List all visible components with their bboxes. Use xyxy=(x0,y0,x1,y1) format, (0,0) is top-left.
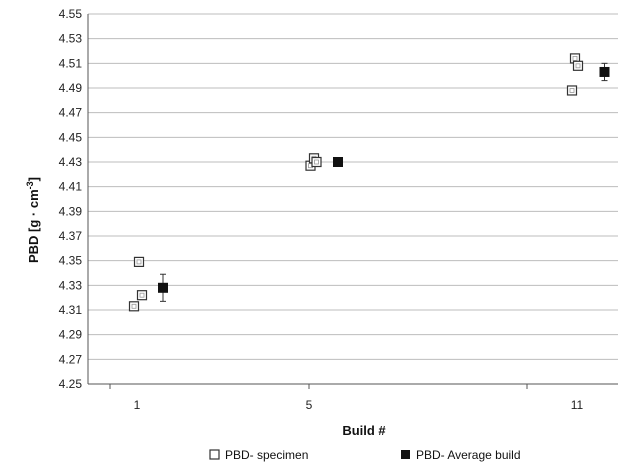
y-tick-label: 4.33 xyxy=(59,278,83,292)
average-point xyxy=(599,66,610,77)
y-tick-label: 4.41 xyxy=(59,180,83,194)
x-axis-title: Build # xyxy=(342,423,386,438)
legend: PBD- specimen PBD- Average build xyxy=(209,448,521,462)
y-tick-labels: 4.25 4.27 4.29 4.31 4.33 4.35 4.37 4.39 4.41 4.43… xyxy=(59,7,83,391)
specimen-point-inner xyxy=(572,56,578,61)
specimen-point-inner xyxy=(139,292,145,298)
legend-specimen-label: PBD- specimen xyxy=(225,448,308,462)
specimen-point-inner xyxy=(131,303,137,309)
y-tick-label: 4.43 xyxy=(59,155,83,169)
legend-average-marker xyxy=(401,450,410,459)
specimen-point xyxy=(311,156,322,168)
y-tick-label: 4.31 xyxy=(59,303,83,317)
legend-average-label: PBD- Average build xyxy=(416,448,521,462)
x-tick-label: 5 xyxy=(306,398,313,412)
specimen-point xyxy=(572,60,584,71)
specimen-point-inner xyxy=(314,159,319,165)
specimen-point-inner xyxy=(575,63,581,69)
specimen-point-inner xyxy=(569,88,575,93)
y-tick-label: 4.29 xyxy=(59,328,83,342)
axes xyxy=(87,14,618,389)
y-tick-label: 4.55 xyxy=(59,7,83,21)
legend-specimen-marker xyxy=(209,449,220,460)
y-tick-label: 4.45 xyxy=(59,130,83,144)
y-tick-label: 4.35 xyxy=(59,254,83,268)
specimen-point xyxy=(128,301,140,312)
specimen-point xyxy=(136,290,148,301)
x-tick-labels: 1 5 11 xyxy=(134,398,584,412)
specimen-point xyxy=(566,85,578,96)
average-point xyxy=(333,157,343,167)
y-axis-title: PBD [g · cm-3] xyxy=(25,177,41,263)
y-tick-label: 4.25 xyxy=(59,377,83,391)
y-tick-label: 4.51 xyxy=(59,56,83,70)
x-tick-label: 11 xyxy=(571,398,584,412)
y-tick-label: 4.53 xyxy=(59,32,83,46)
y-tick-label: 4.39 xyxy=(59,204,83,218)
specimen-point-inner xyxy=(136,259,142,265)
y-tick-label: 4.37 xyxy=(59,229,83,243)
y-tick-label: 4.49 xyxy=(59,81,83,95)
y-tick-label: 4.47 xyxy=(59,106,83,120)
x-tick-label: 1 xyxy=(134,398,141,412)
average-point xyxy=(158,282,168,293)
data-marks xyxy=(128,53,610,312)
gridlines xyxy=(88,13,618,385)
specimen-point xyxy=(133,256,145,267)
y-tick-label: 4.27 xyxy=(59,352,83,366)
